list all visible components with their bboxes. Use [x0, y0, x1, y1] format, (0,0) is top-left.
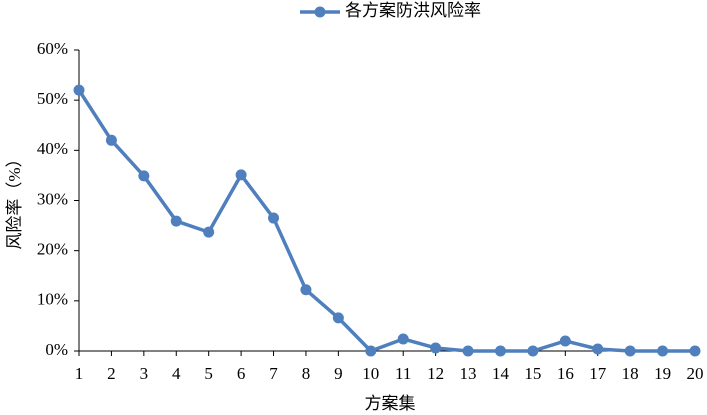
- data-point: [657, 345, 669, 357]
- data-point: [494, 345, 506, 357]
- x-tick-label: 3: [140, 364, 149, 383]
- x-tick-label: 11: [395, 364, 411, 383]
- x-tick-label: 13: [460, 364, 477, 383]
- y-tick-label: 20%: [37, 240, 68, 259]
- x-tick-label: 7: [269, 364, 278, 383]
- data-point: [624, 345, 636, 357]
- data-point: [300, 284, 312, 296]
- y-tick-label: 0%: [45, 340, 68, 359]
- y-tick-label: 30%: [37, 189, 68, 208]
- data-point: [559, 335, 571, 347]
- data-point: [332, 312, 344, 324]
- x-tick-label: 9: [334, 364, 343, 383]
- x-tick-label: 1: [75, 364, 84, 383]
- x-tick-label: 10: [362, 364, 379, 383]
- data-point: [462, 345, 474, 357]
- x-tick-label: 6: [237, 364, 246, 383]
- x-tick-label: 16: [557, 364, 574, 383]
- x-tick-label: 17: [589, 364, 607, 383]
- data-point: [268, 212, 280, 224]
- data-point: [397, 333, 409, 345]
- y-tick-label: 10%: [37, 290, 68, 309]
- data-point: [138, 170, 150, 182]
- data-point: [527, 345, 539, 357]
- legend-label: 各方案防洪风险率: [345, 1, 481, 20]
- data-point: [203, 226, 215, 238]
- x-tick-label: 12: [427, 364, 444, 383]
- data-point: [689, 345, 701, 357]
- x-tick-label: 4: [172, 364, 181, 383]
- data-point: [105, 134, 117, 146]
- data-line: [77, 89, 695, 353]
- x-tick-label: 14: [492, 364, 510, 383]
- data-point: [235, 169, 247, 181]
- y-tick-label: 40%: [37, 139, 68, 158]
- x-tick-label: 8: [302, 364, 311, 383]
- data-point: [170, 215, 182, 227]
- x-tick-label: 2: [107, 364, 116, 383]
- data-point: [73, 84, 85, 96]
- legend-marker: [314, 6, 326, 18]
- x-tick-label: 20: [687, 364, 704, 383]
- data-point: [365, 345, 377, 357]
- x-axis-title: 方案集: [365, 394, 416, 413]
- x-tick-label: 19: [654, 364, 671, 383]
- x-tick-label: 18: [622, 364, 639, 383]
- y-tick-label: 60%: [37, 39, 68, 58]
- y-tick-label: 50%: [37, 89, 68, 108]
- data-point: [592, 343, 604, 355]
- x-tick-label: 5: [204, 364, 213, 383]
- y-axis-title: 风险率（%）: [5, 150, 24, 249]
- data-point: [430, 342, 442, 354]
- x-tick-label: 15: [524, 364, 541, 383]
